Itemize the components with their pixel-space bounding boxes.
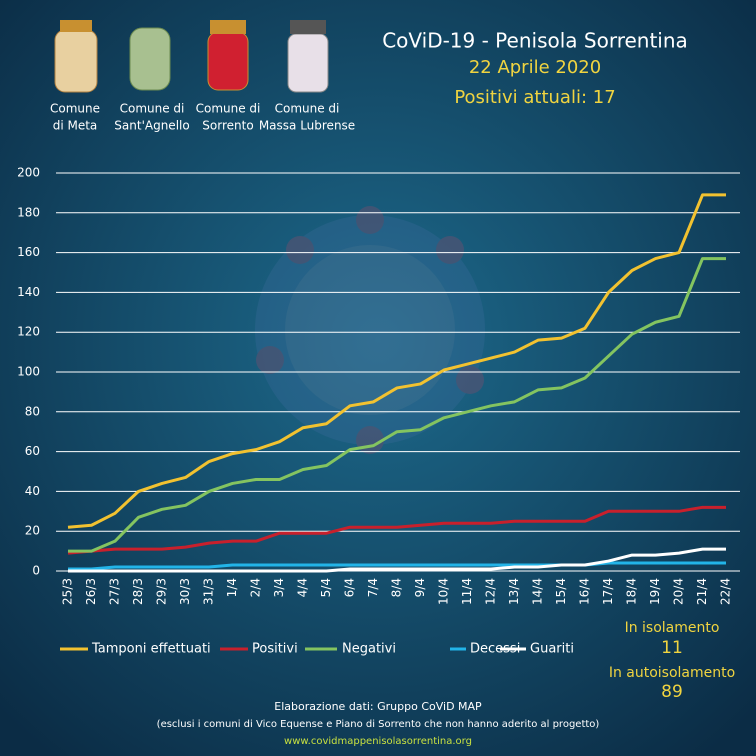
x-tick-label: 9/4 <box>413 578 427 597</box>
stat-label: In autoisolamento <box>609 665 735 681</box>
comune-label: Comune di <box>275 102 340 116</box>
x-tick-label: 14/4 <box>531 578 545 605</box>
footer: Elaborazione dati: Gruppo CoViD MAP <box>274 700 482 713</box>
x-tick-label: 22/4 <box>719 578 733 605</box>
x-tick-label: 19/4 <box>648 578 662 605</box>
y-tick-label: 140 <box>17 285 40 299</box>
x-tick-label: 13/4 <box>507 578 521 605</box>
legend-label: Guariti <box>530 642 574 657</box>
comune-label: Comune di <box>120 102 185 116</box>
comune-label: Comune di <box>196 102 261 116</box>
x-tick-label: 21/4 <box>695 578 709 605</box>
y-tick-label: 80 <box>25 404 40 418</box>
x-tick-label: 27/3 <box>108 578 122 605</box>
legend-label: Positivi <box>252 642 298 657</box>
x-tick-label: 7/4 <box>366 578 380 597</box>
legend-label: Tamponi effettuati <box>91 642 211 657</box>
comune-label: Sant'Agnello <box>114 119 189 133</box>
y-tick-label: 20 <box>25 524 40 538</box>
legend-label: Decessi <box>470 642 520 657</box>
x-tick-label: 12/4 <box>484 578 498 605</box>
x-tick-label: 28/3 <box>131 578 145 605</box>
x-tick-label: 5/4 <box>319 578 333 597</box>
line-series <box>68 257 726 553</box>
subtitle: Positivi attuali: 17 <box>454 87 615 108</box>
x-tick-label: 1/4 <box>225 578 239 597</box>
y-tick-label: 100 <box>17 365 40 379</box>
comune-label: Comune <box>50 102 100 116</box>
x-tick-label: 18/4 <box>625 578 639 605</box>
x-tick-label: 2/4 <box>249 578 263 597</box>
footer-link: www.covidmappenisolasorrentina.org <box>284 736 472 747</box>
x-tick-label: 20/4 <box>672 578 686 605</box>
y-tick-label: 120 <box>17 325 40 339</box>
line-series <box>67 505 726 555</box>
x-tick-label: 10/4 <box>437 578 451 605</box>
y-tick-label: 0 <box>32 564 40 578</box>
date: 22 Aprile 2020 <box>469 57 601 78</box>
y-tick-label: 200 <box>17 166 40 180</box>
y-tick-label: 60 <box>25 444 40 458</box>
comune-label: Massa Lubrense <box>259 119 355 133</box>
comune-label: Sorrento <box>202 119 253 133</box>
stat-value: 11 <box>661 638 683 658</box>
title: CoViD-19 - Penisola Sorrentina <box>382 29 688 53</box>
x-tick-label: 26/3 <box>84 578 98 605</box>
x-tick-label: 8/4 <box>390 578 404 597</box>
legend-label: Negativi <box>342 642 396 657</box>
x-tick-label: 3/4 <box>272 578 286 597</box>
x-tick-label: 17/4 <box>601 578 615 605</box>
x-tick-label: 30/3 <box>178 578 192 605</box>
line-series <box>68 561 726 571</box>
stat-label: In isolamento <box>625 620 720 636</box>
x-tick-label: 15/4 <box>554 578 568 605</box>
y-tick-label: 160 <box>17 245 40 259</box>
y-tick-label: 40 <box>25 484 40 498</box>
x-tick-label: 31/3 <box>202 578 216 605</box>
x-tick-label: 29/3 <box>155 578 169 605</box>
x-tick-label: 6/4 <box>343 578 357 597</box>
x-tick-label: 4/4 <box>296 578 310 597</box>
line-series <box>68 547 726 573</box>
x-tick-label: 16/4 <box>578 578 592 605</box>
y-tick-label: 180 <box>17 205 40 219</box>
x-tick-label: 25/3 <box>61 578 75 605</box>
footer: (esclusi i comuni di Vico Equense e Pian… <box>157 719 600 730</box>
comune-label: di Meta <box>53 119 98 133</box>
x-tick-label: 11/4 <box>460 578 474 605</box>
line-series <box>67 193 726 529</box>
stat-value: 89 <box>661 682 683 702</box>
crests <box>54 20 329 93</box>
